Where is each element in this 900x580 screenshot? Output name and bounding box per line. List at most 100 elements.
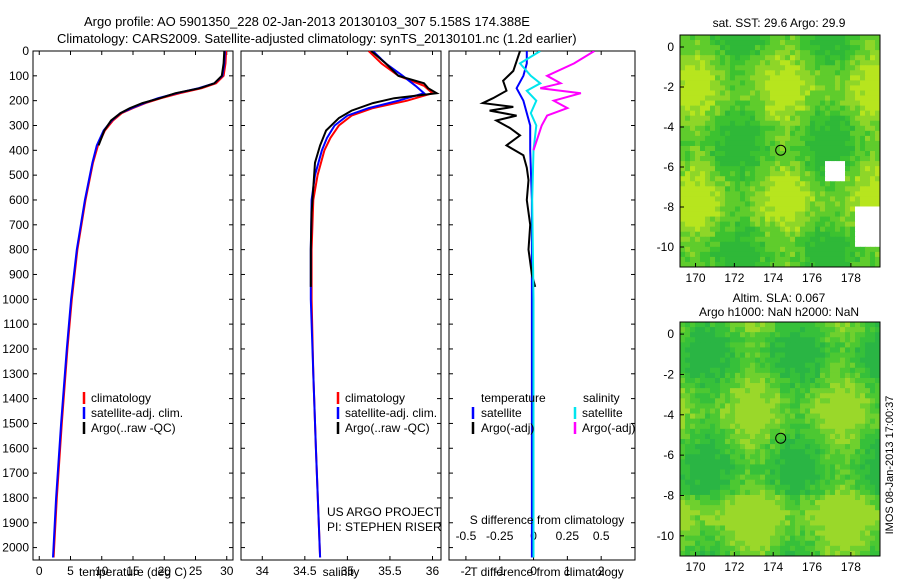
map-cell [865,236,871,243]
map-cell [790,211,796,218]
map-cell [865,161,871,167]
map-cell [785,332,791,338]
map-cell [765,65,771,71]
map-cell [755,251,761,258]
map-cell [680,337,686,343]
map-cell [730,196,736,203]
map-cell [810,398,816,404]
map-cell [760,201,766,208]
map-cell [695,545,701,552]
map-cell [695,65,701,71]
lat-tick-label: 0 [667,40,674,54]
map-cell [700,191,706,197]
map-cell [685,135,691,142]
map-cell [730,439,736,445]
map-cell [695,105,701,112]
map-cell [685,332,691,338]
map-cell [755,469,761,476]
map-cell [790,525,796,532]
map-cell [785,181,791,187]
map-cell [805,120,811,127]
map-cell [700,357,706,364]
map-cell [695,500,701,506]
map-cell [850,408,856,415]
map-cell [795,484,801,491]
depth-tick-label: 400 [9,143,29,157]
depth-tick-label: 1200 [2,342,29,356]
map-cell [760,35,766,41]
map-cell [830,85,836,92]
map-cell [775,352,781,359]
map-cell [870,251,876,258]
map-cell [745,211,751,218]
map-cell [845,357,851,364]
map-cell [730,156,736,162]
map-cell [855,377,861,384]
map-cell [720,206,726,213]
map-cell [810,530,816,537]
map-cell [745,171,751,177]
map-cell [840,377,846,384]
map-cell [775,115,781,122]
map-cell [750,145,756,152]
map-cell [790,413,796,420]
map-cell [835,398,841,404]
map-cell [835,352,841,359]
map-cell [700,151,706,157]
map-cell [825,362,831,369]
map-cell [835,489,841,496]
difference-lines [479,51,595,558]
map-cell [820,55,826,61]
map-cell [800,423,806,430]
map-cell [830,444,836,450]
map-cell [685,342,691,349]
map-cell [800,45,806,51]
map-cell [745,140,751,147]
map-cell [770,433,776,440]
map-cell [875,388,880,394]
map-cell [825,367,831,374]
map-cell [755,489,761,496]
map-cell [855,322,861,328]
map-cell [755,221,761,228]
map-cell [785,251,791,258]
map-cell [840,55,846,61]
map-cell [850,130,856,137]
map-cell [815,90,821,97]
map-cell [770,372,776,379]
map-cell [785,362,791,369]
map-cell [745,120,751,127]
map-cell [740,500,746,506]
map-cell [725,428,731,435]
map-cell [845,377,851,384]
map-cell [725,347,731,354]
map-cell [810,120,816,127]
map-cell [715,256,721,263]
map-cell [855,423,861,430]
map-cell [790,95,796,102]
map-cell [795,494,801,501]
map-cell [685,464,691,471]
map-cell [765,418,771,425]
map-cell [860,459,866,466]
map-cell [730,95,736,102]
map-cell [680,372,686,379]
map-cell [765,70,771,76]
map-cell [770,413,776,420]
map-cell [805,484,811,491]
map-cell [755,439,761,445]
map-cell [815,439,821,445]
map-cell [785,428,791,435]
map-cell [795,125,801,132]
map-cell [690,45,696,51]
map-cell [780,60,786,66]
map-cell [855,342,861,349]
map-cell [740,186,746,192]
map-cell [735,191,741,197]
map-cell [825,50,831,56]
map-cell [800,398,806,404]
difference-legend: temperature salinity satellite Argo(-adj… [471,391,635,435]
map-cell [750,464,756,471]
map-cell [700,110,706,117]
map-cell [760,181,766,187]
